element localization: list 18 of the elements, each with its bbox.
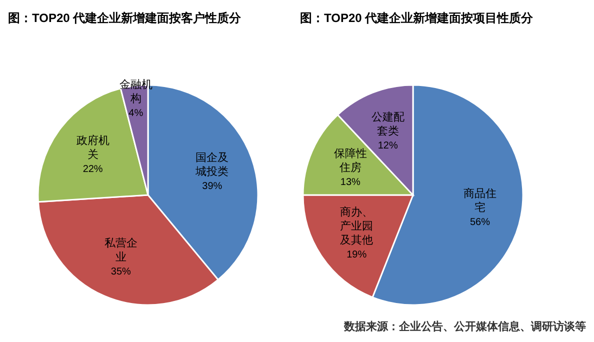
data-label: 13% [340,176,361,188]
chart-title: 图：TOP20 代建企业新增建面按项目性质分 [300,11,534,25]
chart-title: 图：TOP20 代建企业新增建面按客户性质分 [8,11,242,25]
data-label: 12% [378,140,398,152]
slice-label: 商品住宅 [463,186,496,214]
data-label: 56% [470,216,490,228]
data-label: 19% [346,248,367,260]
slice-label: 公建配套类 [371,110,404,138]
slice-label: 保障性住房 [334,146,367,174]
slice-label: 商办、产业园及其他 [340,205,374,246]
data-label: 35% [110,266,132,278]
slice-label: 政府机关 [76,134,110,161]
slice-label: 国企及城投类 [194,152,229,178]
data-label: 4% [128,108,144,119]
data-label: 39% [202,180,222,192]
source-note: 数据来源：企业公告、公开媒体信息、调研访谈等 [343,320,586,333]
slice-label: 私营企业 [104,236,138,264]
data-label: 22% [82,164,103,175]
